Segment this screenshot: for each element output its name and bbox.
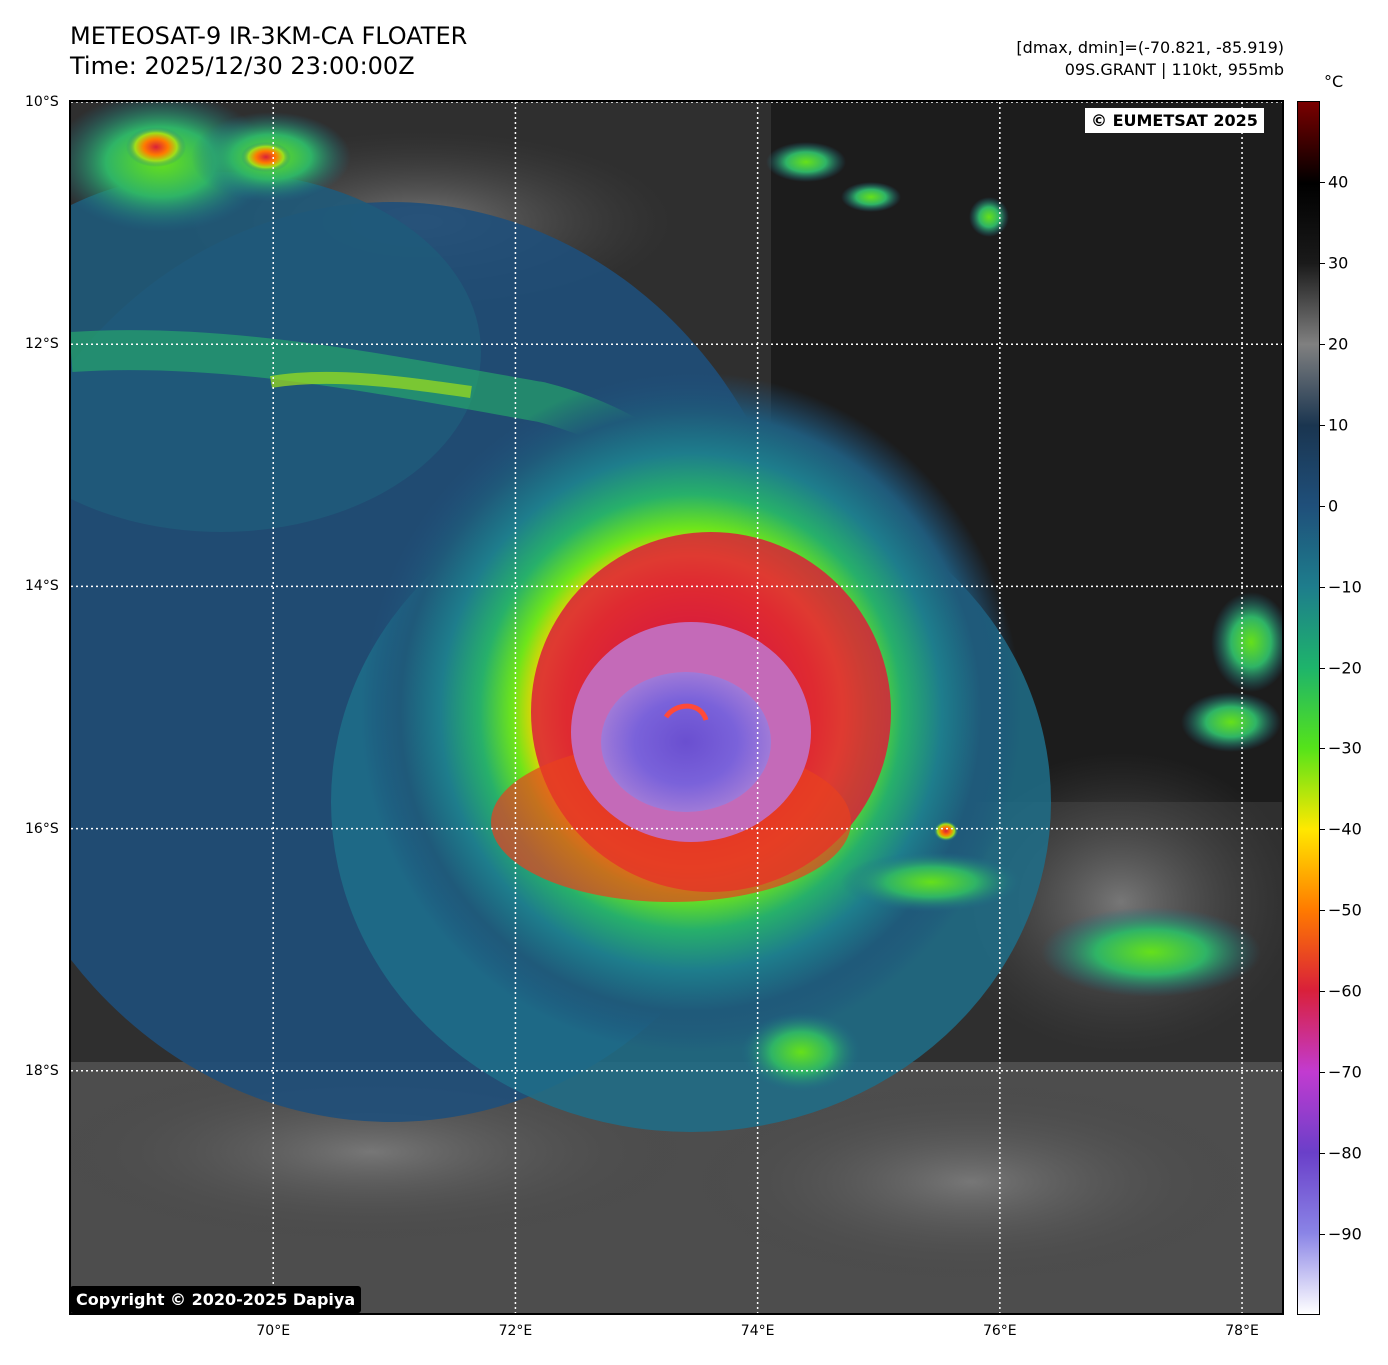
colorbar-tick-label: 40 bbox=[1328, 172, 1349, 192]
colorbar-tick-mark bbox=[1320, 1234, 1325, 1236]
lat-label: 14°S bbox=[25, 578, 59, 595]
chart-title: METEOSAT-9 IR-3KM-CA FLOATER bbox=[70, 22, 468, 50]
lat-label: 10°S bbox=[25, 94, 59, 110]
lon-label: 78°E bbox=[1225, 1323, 1259, 1339]
colorbar-tick-mark bbox=[1320, 343, 1325, 345]
colorbar-tick-label: −70 bbox=[1328, 1062, 1362, 1082]
colorbar-tick-mark bbox=[1320, 910, 1325, 912]
colorbar-tick-label: 20 bbox=[1328, 334, 1349, 354]
colorbar-tick-label: −40 bbox=[1328, 819, 1362, 839]
dmax-dmin-info: [dmax, dmin]=(-70.821, -85.919) bbox=[1016, 38, 1284, 57]
colorbar-tick-mark bbox=[1320, 1072, 1325, 1074]
colorbar-tick-label: 30 bbox=[1328, 253, 1349, 273]
ir-imagery bbox=[71, 102, 1282, 1313]
lon-label: 70°E bbox=[256, 1323, 291, 1339]
colorbar-tick-mark bbox=[1320, 505, 1325, 507]
colorbar-tick-label: 10 bbox=[1328, 415, 1349, 435]
lat-label: 18°S bbox=[25, 1062, 59, 1079]
eumetsat-credit: © EUMETSAT 2025 bbox=[1085, 108, 1264, 133]
colorbar-tick-mark bbox=[1320, 829, 1325, 831]
colorbar-tick-label: −60 bbox=[1328, 981, 1362, 1001]
colorbar-tick-label: −90 bbox=[1328, 1224, 1362, 1244]
colorbar-tick-label: −20 bbox=[1328, 658, 1362, 678]
lon-label: 74°E bbox=[740, 1323, 775, 1339]
lon-label: 76°E bbox=[982, 1323, 1017, 1339]
colorbar-tick-mark bbox=[1320, 586, 1325, 588]
colorbar-tick-mark bbox=[1320, 748, 1325, 750]
colorbar-tick-label: −30 bbox=[1328, 738, 1362, 758]
lat-label: 12°S bbox=[25, 336, 59, 353]
colorbar-tick-label: 0 bbox=[1328, 496, 1339, 516]
graticule bbox=[71, 102, 1282, 1313]
satellite-map bbox=[69, 100, 1284, 1315]
dapiya-credit: Copyright © 2020-2025 Dapiya bbox=[70, 1286, 362, 1313]
chart-time: Time: 2025/12/30 23:00:00Z bbox=[70, 52, 415, 80]
colorbar-tick-label: −50 bbox=[1328, 900, 1362, 920]
colorbar-tick-label: −80 bbox=[1328, 1143, 1362, 1163]
colorbar-tick-mark bbox=[1320, 667, 1325, 669]
storm-eye bbox=[601, 672, 771, 812]
colorbar-tick-mark bbox=[1320, 181, 1325, 183]
colorbar-tick-mark bbox=[1320, 991, 1325, 993]
colorbar-tick-label: −10 bbox=[1328, 577, 1362, 597]
colorbar-tick-mark bbox=[1320, 1153, 1325, 1155]
temperature-colorbar bbox=[1297, 101, 1320, 1315]
lon-label: 72°E bbox=[498, 1323, 533, 1339]
colorbar-unit: °C bbox=[1324, 72, 1344, 91]
lat-label: 16°S bbox=[25, 820, 59, 837]
storm-info: 09S.GRANT | 110kt, 955mb bbox=[1064, 60, 1284, 79]
colorbar-tick-mark bbox=[1320, 424, 1325, 426]
colorbar-tick-mark bbox=[1320, 262, 1325, 264]
